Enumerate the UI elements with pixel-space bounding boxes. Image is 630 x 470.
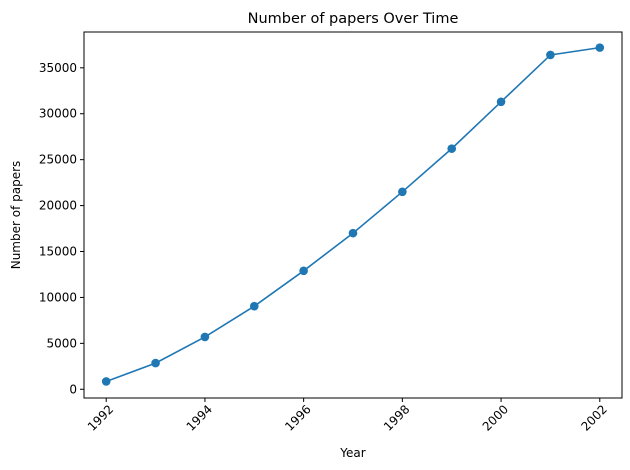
y-tick-label-4: 20000: [39, 199, 77, 213]
data-point-1997: [348, 228, 358, 238]
x-tick-label-5: 2002: [578, 402, 609, 433]
x-tick-label-2: 1996: [282, 402, 313, 433]
y-axis: 0 5000 10000 15000 20000 25000 30000 35000: [39, 61, 84, 396]
x-tick-label-4: 2000: [480, 402, 511, 433]
y-tick-label-1: 5000: [46, 336, 77, 350]
plot-frame: [83, 31, 623, 399]
data-point-2000: [496, 97, 506, 107]
x-tick-label-1: 1994: [184, 402, 215, 433]
chart-title: Number of papers Over Time: [248, 11, 459, 27]
data-point-1992: [101, 377, 111, 386]
y-axis-label: Number of papers: [9, 161, 23, 270]
x-tick-label-3: 1998: [381, 402, 412, 433]
data-point-1995: [249, 301, 259, 311]
x-axis-label: Year: [339, 446, 365, 460]
data-point-2001: [546, 50, 555, 60]
y-tick-label-5: 25000: [39, 153, 77, 167]
data-point-1993: [151, 358, 160, 368]
series-line-0: [105, 46, 600, 383]
y-tick-label-6: 30000: [39, 107, 77, 121]
data-point-1994: [200, 332, 210, 342]
data-point-1998: [398, 187, 407, 197]
y-tick-label-7: 35000: [39, 61, 77, 75]
y-tick-label-0: 0: [69, 382, 77, 396]
y-tick-label-2: 10000: [39, 290, 77, 304]
data-point-1996: [299, 266, 308, 276]
data-point-2002: [595, 43, 605, 52]
y-tick-label-3: 15000: [39, 245, 77, 259]
x-tick-label-0: 1992: [85, 402, 116, 433]
x-axis: 1992 1994 1996 1998 2000 2002: [85, 398, 610, 434]
data-point-1999: [447, 144, 457, 153]
plot-area: [101, 43, 605, 386]
